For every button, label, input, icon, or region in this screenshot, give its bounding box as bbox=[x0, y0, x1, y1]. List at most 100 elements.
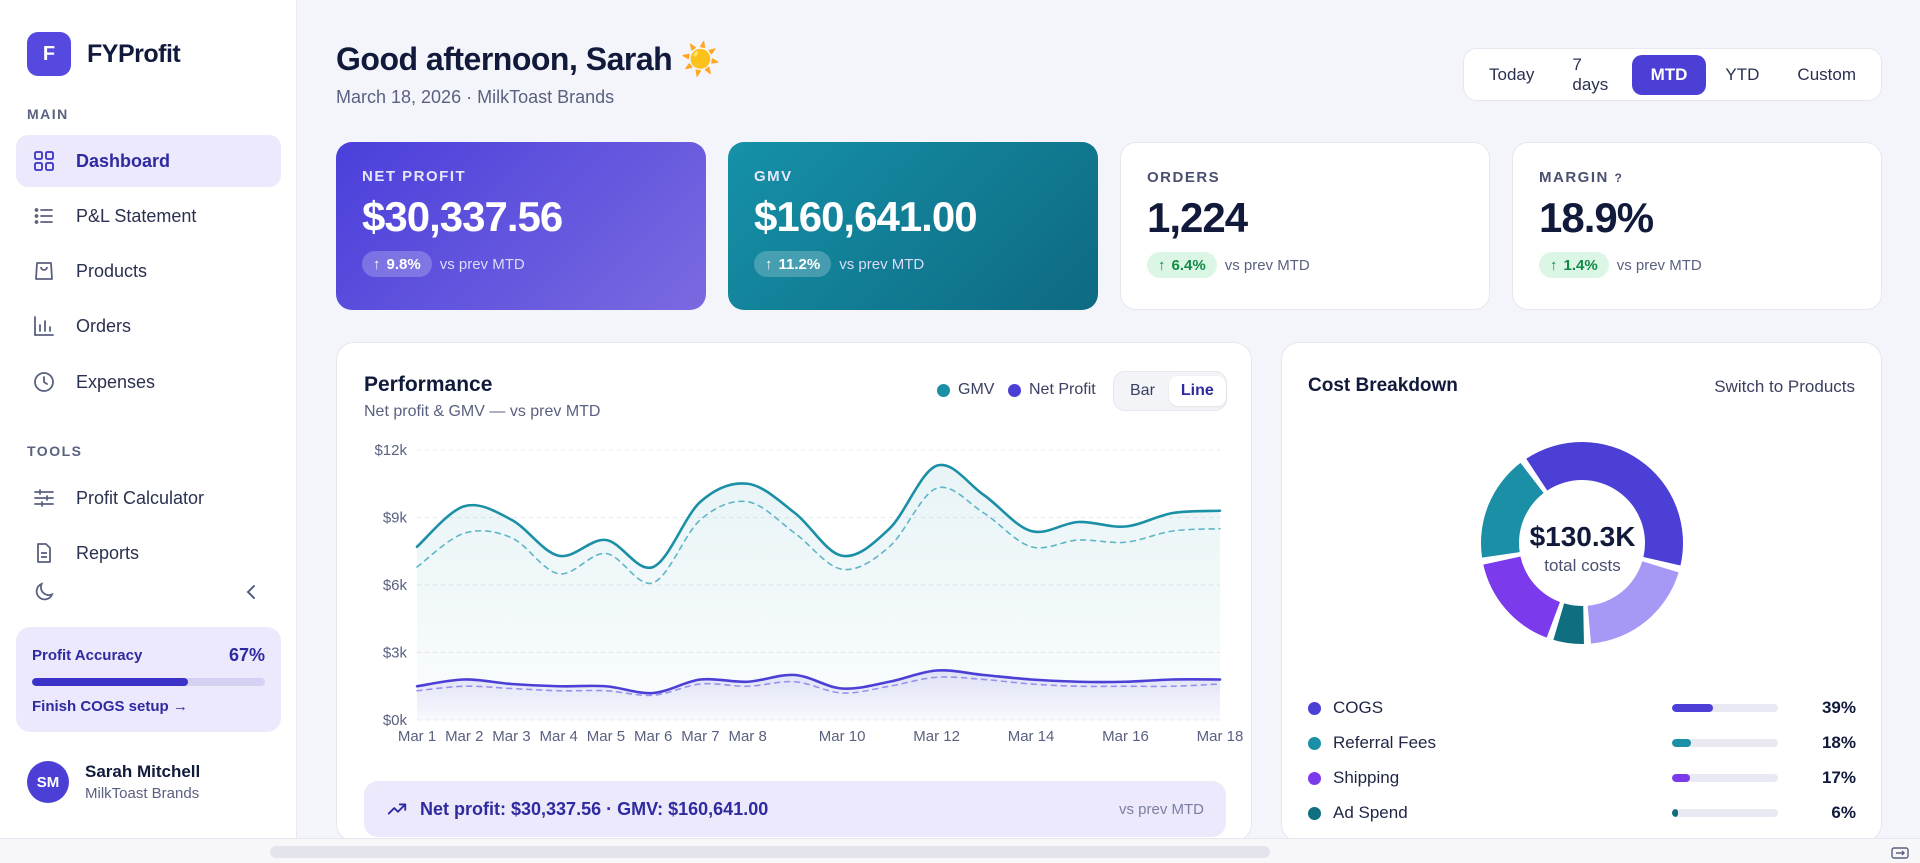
cost-name: Shipping bbox=[1333, 768, 1400, 787]
donut-segment[interactable] bbox=[1481, 462, 1544, 558]
cost-name: COGS bbox=[1333, 698, 1384, 717]
summary-prefix: Net profit: bbox=[420, 798, 506, 819]
x-tick-label: Mar 12 bbox=[913, 728, 960, 745]
donut-segment[interactable] bbox=[1553, 603, 1584, 644]
sidebar-item-products[interactable]: Products bbox=[16, 245, 281, 297]
donut-segment[interactable] bbox=[1526, 441, 1683, 566]
avatar: SM bbox=[27, 761, 69, 803]
toggle-line-button[interactable]: Line bbox=[1168, 376, 1226, 406]
cost-row-shipping: Shipping 17% bbox=[1308, 763, 1856, 793]
sidebar-item-orders[interactable]: Orders bbox=[16, 300, 281, 352]
chart-type-toggle: Bar Line bbox=[1113, 371, 1227, 411]
horizontal-scrollbar[interactable] bbox=[0, 838, 1920, 863]
sidebar-item-label: Reports bbox=[76, 542, 140, 563]
x-tick-label: Mar 18 bbox=[1197, 728, 1244, 745]
trending-up-icon bbox=[387, 803, 407, 815]
donut-segment[interactable] bbox=[1483, 556, 1560, 638]
toggle-bar-button[interactable]: Bar bbox=[1130, 382, 1155, 399]
range-7days-button[interactable]: 7 days bbox=[1572, 54, 1609, 94]
x-tick-label: Mar 1 bbox=[398, 728, 436, 745]
sidebar-item-profit-calculator[interactable]: Profit Calculator bbox=[16, 472, 281, 524]
scrollbar-thumb[interactable] bbox=[270, 846, 1270, 858]
sidebar-item-dashboard[interactable]: Dashboard bbox=[16, 135, 281, 187]
kpi-label-text: MARGIN bbox=[1539, 169, 1609, 186]
cost-bar-fill bbox=[1672, 739, 1692, 747]
legend-label: GMV bbox=[958, 381, 995, 398]
legend-gmv: GMV bbox=[937, 381, 994, 399]
arrow-up-icon: ↑ bbox=[1550, 256, 1558, 274]
sidebar-item-label: Expenses bbox=[76, 371, 156, 392]
legend-label: Net Profit bbox=[1029, 381, 1096, 398]
page-title: Good afternoon, Sarah ☀️ bbox=[336, 41, 720, 77]
range-mtd-button[interactable]: MTD bbox=[1631, 54, 1707, 95]
cost-row-ad-spend: Ad Spend 6% bbox=[1308, 798, 1856, 828]
kpi-orders: ORDERS 1,224 ↑ 6.4% vs prev MTD bbox=[1120, 142, 1490, 310]
cost-pct: 39% bbox=[1821, 698, 1856, 717]
resize-icon bbox=[1891, 847, 1909, 859]
kpi-label: GMV bbox=[754, 168, 793, 185]
sidebar-item-reports[interactable]: Reports bbox=[16, 527, 281, 579]
sidebar-item-pl-statement[interactable]: P&L Statement bbox=[16, 190, 281, 242]
arrow-up-icon: ↑ bbox=[373, 255, 381, 273]
kpi-label: MARGIN ? bbox=[1539, 169, 1855, 186]
cost-pct: 6% bbox=[1831, 803, 1856, 822]
user-profile[interactable]: SM Sarah Mitchell MilkToast Brands bbox=[27, 761, 200, 803]
range-ytd-button[interactable]: YTD bbox=[1725, 64, 1760, 84]
brand[interactable]: F FYProfit bbox=[27, 32, 181, 76]
gmv-area bbox=[417, 464, 1220, 720]
net-profit-area bbox=[417, 670, 1220, 720]
section-label-main: MAIN bbox=[27, 106, 69, 122]
kpi-label: ORDERS bbox=[1147, 169, 1221, 186]
change-value: 9.8% bbox=[386, 255, 421, 273]
section-label-tools: TOOLS bbox=[27, 443, 83, 459]
switch-to-products-link[interactable]: Switch to Products bbox=[1714, 377, 1855, 396]
range-custom-button[interactable]: Custom bbox=[1797, 64, 1856, 84]
performance-panel: Performance Net profit & GMV — vs prev M… bbox=[336, 342, 1252, 842]
grid-icon bbox=[34, 151, 54, 171]
kpi-value: $160,641.00 bbox=[754, 193, 978, 240]
help-icon[interactable]: ? bbox=[1614, 171, 1624, 185]
change-badge: ↑ 6.4% bbox=[1147, 252, 1217, 278]
cost-row-referral-fees: Referral Fees 18% bbox=[1308, 728, 1856, 758]
profit-accuracy-label: Profit Accuracy bbox=[32, 647, 143, 664]
x-tick-label: Mar 16 bbox=[1102, 728, 1149, 745]
moon-icon[interactable] bbox=[32, 580, 56, 604]
range-today-button[interactable]: Today bbox=[1489, 64, 1535, 84]
cost-row-cogs: COGS 39% bbox=[1308, 693, 1856, 723]
kpi-net-profit: NET PROFIT $30,337.56 ↑ 9.8% vs prev MTD bbox=[336, 142, 706, 310]
cost-bar-fill bbox=[1672, 774, 1691, 782]
summary-mid: · GMV: bbox=[606, 798, 664, 819]
series-line-1 bbox=[416, 486, 1221, 585]
sidebar-item-label: Dashboard bbox=[76, 150, 171, 171]
y-tick-label: $9k bbox=[383, 510, 408, 527]
finish-cogs-link[interactable]: Finish COGS setup → bbox=[32, 698, 188, 715]
cost-donut-chart bbox=[1481, 441, 1683, 644]
sidebar-item-label: Profit Calculator bbox=[76, 487, 205, 508]
change-value: 11.2% bbox=[778, 255, 821, 273]
x-tick-label: Mar 2 bbox=[445, 728, 483, 745]
cost-bar bbox=[1672, 739, 1778, 747]
brand-name: FYProfit bbox=[87, 39, 181, 68]
sidebar-item-label: P&L Statement bbox=[76, 205, 197, 226]
cost-bar bbox=[1672, 809, 1778, 817]
cost-breakdown-title: Cost Breakdown bbox=[1308, 375, 1458, 396]
sidebar: F FYProfit MAIN Dashboard P&L Statement … bbox=[0, 0, 297, 838]
performance-subtitle: Net profit & GMV — vs prev MTD bbox=[364, 403, 601, 420]
performance-title: Performance bbox=[364, 373, 493, 396]
user-name: Sarah Mitchell bbox=[85, 762, 201, 781]
legend-dot bbox=[1008, 383, 1021, 397]
profit-accuracy-bar bbox=[32, 678, 265, 686]
summary-gmv-value: $160,641.00 bbox=[668, 798, 769, 819]
kpi-value: 18.9% bbox=[1539, 194, 1654, 241]
sidebar-item-expenses[interactable]: Expenses bbox=[16, 356, 281, 408]
cost-pct: 18% bbox=[1821, 733, 1856, 752]
clock-icon bbox=[34, 372, 54, 392]
document-icon bbox=[37, 543, 51, 563]
kpi-compare: vs prev MTD bbox=[439, 255, 525, 273]
legend-dot bbox=[1308, 771, 1321, 785]
donut-segment[interactable] bbox=[1587, 561, 1679, 644]
series-line-3 bbox=[416, 676, 1221, 697]
chevron-left-icon[interactable] bbox=[240, 580, 264, 604]
summary-net-value: $30,337.56 bbox=[511, 798, 602, 819]
cost-name: Referral Fees bbox=[1333, 733, 1436, 752]
